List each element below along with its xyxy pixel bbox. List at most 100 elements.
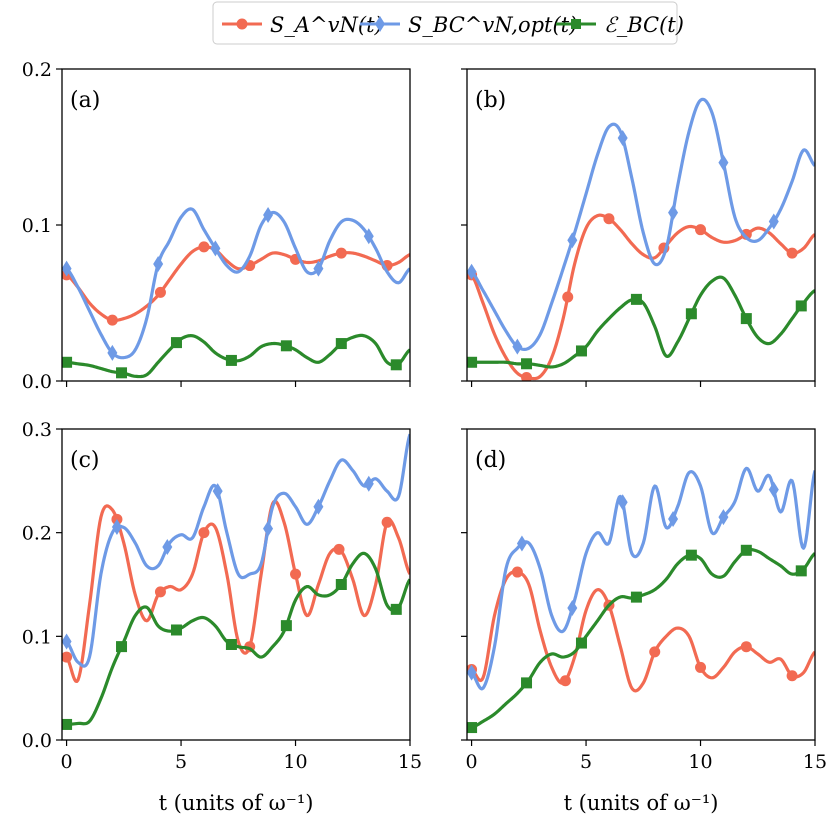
data-point-diamond (363, 475, 374, 492)
plot-frame (61, 428, 411, 741)
data-point-diamond (718, 509, 729, 526)
data-point-diamond (111, 518, 122, 535)
data-point-square (280, 620, 292, 632)
data-point-square (225, 638, 237, 650)
data-point-circle (521, 372, 533, 381)
series-line-s-a (470, 213, 815, 381)
data-point-diamond (768, 481, 779, 498)
legend-label-e-bc: ℰ_BC(t) (604, 13, 684, 37)
data-point-square (575, 345, 587, 357)
x-tick-label: 0 (61, 751, 73, 773)
data-point-square (685, 308, 697, 320)
data-point-diamond (313, 498, 324, 515)
series-group (467, 97, 815, 381)
data-point-diamond (617, 129, 628, 146)
data-point-diamond (107, 344, 118, 361)
x-tick-label: 15 (803, 751, 827, 773)
data-point-square (62, 718, 73, 730)
panel-a: 0.0 0.1 0.2 (a) (22, 59, 411, 393)
y-tick-label: 0.3 (22, 419, 52, 441)
data-point-square (467, 722, 478, 734)
data-point-circle (290, 568, 302, 580)
panel-label: (d) (475, 448, 506, 473)
data-point-square (685, 549, 697, 561)
y-tick-label: 0.2 (22, 59, 52, 81)
data-point-circle (695, 661, 707, 673)
data-point-square (521, 358, 533, 370)
data-point-diamond (718, 154, 729, 171)
data-point-square (170, 337, 182, 349)
data-point-circle (198, 527, 210, 539)
legend-entry-e-bc: ℰ_BC(t) (556, 13, 684, 37)
data-point-square (521, 677, 533, 689)
data-point-square (116, 641, 128, 653)
data-point-diamond (210, 240, 221, 257)
x-tick-label: 15 (398, 751, 422, 773)
data-point-circle (335, 247, 347, 259)
panel-label: (c) (70, 448, 100, 473)
series-line-e-bc (471, 275, 815, 369)
data-point-circle (154, 586, 166, 598)
data-point-circle (333, 543, 345, 555)
data-point-square (390, 359, 402, 371)
data-point-square (116, 367, 128, 379)
panels: 0.0 0.1 0.2 (a) (b) 0 5 10 15 0.0 0.1 0.2 0.3 (c) t (u… (22, 59, 827, 815)
data-point-square (740, 313, 752, 325)
data-point-square (280, 340, 292, 352)
series-group (62, 433, 410, 730)
data-point-diamond (62, 633, 72, 650)
data-point-circle (740, 641, 752, 653)
data-point-diamond (512, 338, 523, 355)
data-point-square (740, 544, 752, 556)
data-point-square (795, 565, 807, 577)
data-point-diamond (212, 483, 223, 500)
series-line-s-bc (65, 433, 410, 668)
x-tick-label: 5 (175, 751, 187, 773)
series-line-s-bc (470, 466, 815, 691)
y-tick-label: 0.1 (22, 215, 52, 237)
x-tick-label: 0 (466, 751, 478, 773)
data-point-circle (106, 314, 118, 326)
panel-b: (b) (461, 68, 816, 387)
series-line-s-bc (65, 207, 410, 360)
data-point-circle (381, 516, 393, 528)
legend-marker-s-bc (375, 16, 385, 32)
panel-d: 0 5 10 15 (d) t (units of ω⁻¹) (461, 428, 827, 815)
panel-c: 0 5 10 15 0.0 0.1 0.2 0.3 (c) t (units of ω⁻¹) (22, 419, 422, 815)
data-point-diamond (153, 256, 164, 272)
x-axis-label: t (units of ω⁻¹) (159, 791, 314, 815)
data-point-diamond (516, 535, 527, 552)
data-point-diamond (668, 204, 679, 221)
x-tick-label: 5 (580, 751, 592, 773)
x-tick-label: 10 (688, 751, 712, 773)
data-point-square (390, 603, 402, 615)
data-point-square (335, 579, 347, 590)
data-point-circle (695, 224, 707, 236)
data-point-circle (786, 247, 798, 259)
legend-label-s-bc: S_BC^vN,opt(t) (408, 13, 577, 37)
data-point-circle (786, 670, 798, 682)
data-point-diamond (768, 213, 779, 230)
data-point-diamond (263, 520, 274, 537)
data-point-diamond (617, 494, 628, 511)
data-point-circle (559, 675, 571, 687)
data-point-circle (649, 646, 661, 658)
data-point-square (335, 338, 347, 350)
data-point-diamond (467, 263, 477, 280)
series-line-s-bc (470, 97, 815, 352)
data-point-square (225, 354, 237, 366)
data-point-square (62, 356, 73, 368)
data-point-diamond (567, 232, 578, 249)
legend-frame (212, 1, 678, 45)
data-point-square (575, 637, 587, 649)
legend-entry-s-bc: S_BC^vN,opt(t) (360, 13, 577, 37)
data-point-square (630, 591, 642, 603)
panel-label: (b) (475, 88, 506, 113)
data-point-diamond (363, 228, 374, 245)
series-group (467, 466, 815, 734)
data-point-diamond (668, 510, 679, 527)
data-point-circle (154, 286, 166, 298)
y-tick-label: 0.0 (22, 371, 52, 393)
data-point-square (467, 356, 478, 368)
